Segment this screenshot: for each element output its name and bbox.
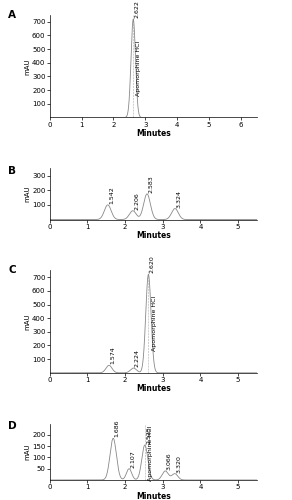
Text: B: B (8, 166, 16, 175)
X-axis label: Minutes: Minutes (136, 231, 171, 240)
Text: 2.224: 2.224 (135, 348, 140, 366)
Text: 2.620: 2.620 (150, 255, 155, 273)
Text: 2.622: 2.622 (135, 0, 140, 18)
Text: 2.583: 2.583 (149, 176, 154, 193)
X-axis label: Minutes: Minutes (136, 129, 171, 138)
Text: 2.107: 2.107 (131, 450, 135, 468)
Text: 1.542: 1.542 (109, 186, 114, 204)
X-axis label: Minutes: Minutes (136, 384, 171, 394)
Text: 1.686: 1.686 (115, 420, 120, 438)
Text: D: D (8, 421, 17, 431)
Text: A: A (8, 10, 16, 20)
Text: Apomorphine HCl: Apomorphine HCl (148, 426, 153, 480)
Text: C: C (8, 265, 16, 275)
Text: Apomorphine HCl: Apomorphine HCl (136, 40, 141, 96)
Text: 1.574: 1.574 (110, 346, 115, 364)
Text: 3.324: 3.324 (176, 190, 181, 208)
Text: 3.066: 3.066 (167, 452, 172, 470)
Text: 2.525: 2.525 (146, 426, 151, 444)
Y-axis label: mAU: mAU (25, 58, 31, 74)
Text: 2.206: 2.206 (134, 192, 139, 210)
Y-axis label: mAU: mAU (25, 186, 31, 202)
Text: 3.320: 3.320 (176, 455, 181, 473)
X-axis label: Minutes: Minutes (136, 492, 171, 500)
Y-axis label: mAU: mAU (25, 444, 31, 460)
Y-axis label: mAU: mAU (25, 314, 31, 330)
Text: Apomorphine HCl: Apomorphine HCl (152, 296, 157, 352)
